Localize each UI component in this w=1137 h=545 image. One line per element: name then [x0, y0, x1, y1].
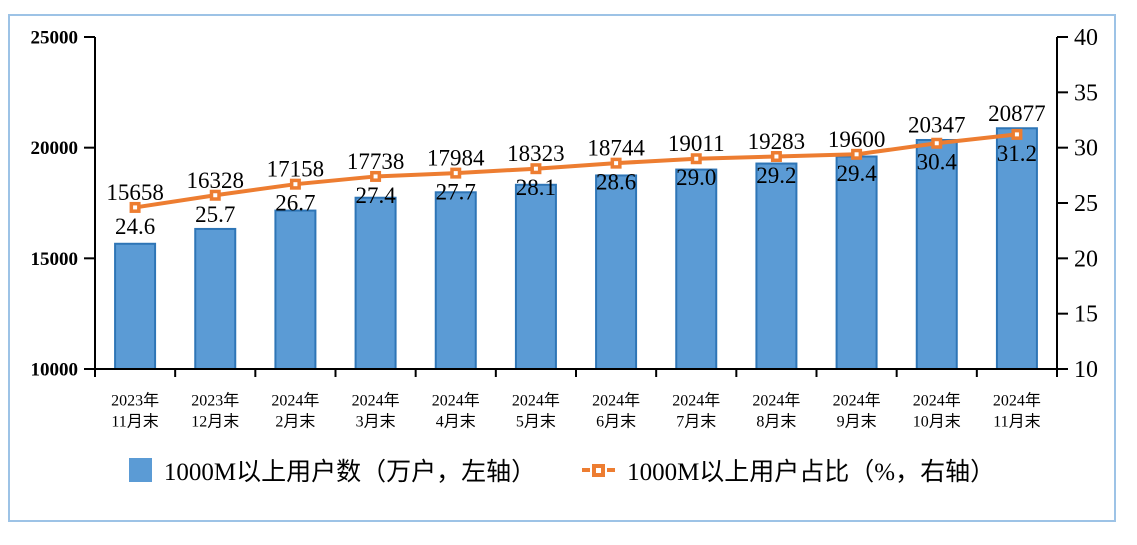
y-left-tick-label: 25000: [31, 28, 79, 49]
x-category-label: 11月末: [111, 413, 158, 431]
x-category-label: 5月末: [516, 413, 556, 431]
x-category-label: 8月末: [756, 413, 796, 431]
x-category-label: 2024年: [993, 392, 1041, 410]
x-category-label: 4月末: [436, 413, 476, 431]
x-category-label: 11月末: [993, 413, 1040, 431]
bar: [434, 191, 477, 370]
marker-center: [373, 174, 378, 179]
x-category-label: 2023年: [111, 392, 159, 410]
x-category-label: 12月末: [191, 413, 239, 431]
bar-value-label: 17158: [267, 157, 325, 182]
bar-value-label: 16328: [187, 168, 245, 193]
marker-center: [934, 141, 939, 146]
bar-value-label: 20877: [988, 101, 1046, 126]
bar-value-label: 19600: [828, 127, 886, 152]
marker-center: [614, 161, 619, 166]
marker-center: [694, 156, 699, 161]
marker-center: [533, 166, 538, 171]
x-category-label: 2024年: [512, 392, 560, 410]
bar: [595, 174, 638, 370]
pct-value-label: 24.6: [115, 214, 155, 239]
legend-item-line-series: 1000M以上用户占比（%，右轴）: [582, 452, 995, 488]
y-right-tick-label: 40: [1074, 25, 1098, 51]
x-category-label: 2024年: [752, 392, 800, 410]
line-series: [133, 132, 1019, 210]
bar-series-label: 1000M以上用户数（万户，左轴）: [163, 459, 537, 486]
x-category-label: 2月末: [275, 413, 315, 431]
marker-center: [854, 152, 859, 157]
marker-center: [213, 193, 218, 198]
chart-legend: 1000M以上用户数（万户，左轴） 1000M以上用户占比（%，右轴）: [8, 452, 1116, 488]
y-left-tick-label: 10000: [31, 360, 79, 381]
bar: [194, 227, 237, 370]
legend-item-bar-series: 1000M以上用户数（万户，左轴）: [128, 452, 537, 488]
x-category-label: 2023年: [191, 392, 239, 410]
x-category-label: 2024年: [432, 392, 480, 410]
bar: [675, 168, 718, 370]
marker-center: [133, 205, 138, 210]
y-right-tick-label: 25: [1074, 191, 1098, 217]
bar-series-swatch-icon: [128, 458, 152, 482]
line-series-marker-icon: [582, 463, 616, 477]
pct-value-label: 27.4: [355, 183, 396, 208]
marker-center: [1014, 132, 1019, 137]
bar: [514, 183, 557, 370]
bar-value-label: 20347: [908, 112, 966, 137]
pct-value-label: 31.2: [997, 141, 1037, 166]
y-right-tick-label: 20: [1074, 246, 1098, 272]
pct-value-label: 30.4: [917, 150, 958, 175]
y-right-tick-label: 10: [1074, 357, 1098, 383]
bar-value-label: 17984: [427, 146, 485, 171]
y-right-tick-label: 30: [1074, 136, 1098, 162]
y-right-tick-label: 15: [1074, 302, 1098, 328]
bar: [354, 196, 397, 370]
marker-center: [293, 182, 298, 187]
x-category-label: 2024年: [352, 392, 400, 410]
y-left-tick-label: 20000: [31, 138, 79, 159]
y-right-tick-label: 35: [1074, 80, 1098, 106]
pct-value-label: 26.7: [275, 191, 315, 216]
x-category-label: 9月末: [837, 413, 877, 431]
x-category-label: 2024年: [833, 392, 881, 410]
pct-value-label: 28.1: [516, 175, 556, 200]
bar-value-label: 19283: [748, 129, 806, 154]
pct-value-label: 29.2: [756, 163, 796, 188]
bar: [274, 209, 317, 370]
x-category-label: 2024年: [592, 392, 640, 410]
bar-value-label: 18744: [587, 136, 645, 161]
bar-value-label: 17738: [347, 149, 405, 174]
pct-value-label: 25.7: [195, 202, 235, 227]
bar: [915, 138, 958, 370]
x-category-label: 3月末: [356, 413, 396, 431]
x-category-label: 10月末: [913, 413, 961, 431]
x-category-label: 2024年: [672, 392, 720, 410]
bar: [755, 162, 798, 370]
bar: [114, 242, 157, 371]
bar: [835, 155, 878, 370]
y-left-tick-label: 15000: [31, 249, 79, 270]
x-category-label: 6月末: [596, 413, 636, 431]
bar-value-label: 19011: [668, 131, 725, 156]
pct-value-label: 29.0: [676, 165, 716, 190]
x-category-label: 7月末: [676, 413, 716, 431]
x-category-label: 2024年: [271, 392, 319, 410]
bar-value-label: 15658: [106, 180, 164, 205]
pct-value-label: 28.6: [596, 170, 636, 195]
marker-center: [453, 171, 458, 176]
pct-value-label: 29.4: [836, 161, 877, 186]
x-category-label: 2024年: [913, 392, 961, 410]
bar-value-label: 18323: [507, 141, 565, 166]
marker-center: [774, 154, 779, 159]
line-series-label: 1000M以上用户占比（%，右轴）: [627, 459, 996, 486]
pct-value-label: 27.7: [436, 180, 476, 205]
